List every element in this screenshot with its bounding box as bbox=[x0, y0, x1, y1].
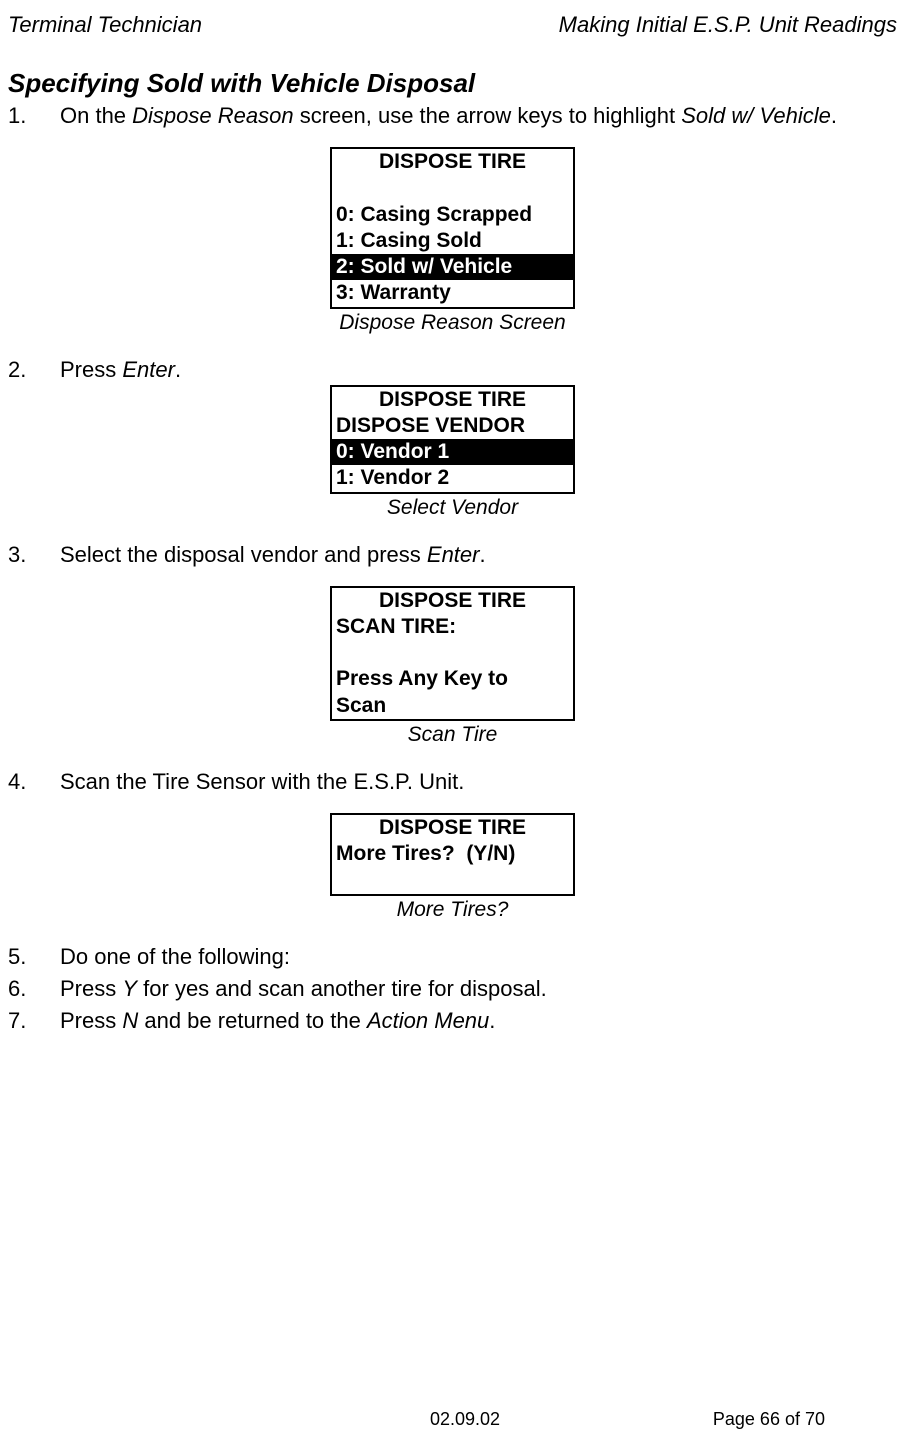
screen-4: DISPOSE TIRE More Tires? (Y/N) More Tire… bbox=[8, 813, 897, 922]
step-2: 2. Press Enter. bbox=[8, 357, 897, 383]
step-text: Select the disposal vendor and press Ent… bbox=[60, 542, 897, 568]
screen-caption: Dispose Reason Screen bbox=[339, 311, 565, 335]
step-7: 7. Press N and be returned to the Action… bbox=[8, 1008, 897, 1034]
screen-blank bbox=[332, 867, 573, 893]
screen-3: DISPOSE TIRE SCAN TIRE: Press Any Key to… bbox=[8, 586, 897, 747]
step-text: Do one of the following: bbox=[60, 944, 897, 970]
header-left: Terminal Technician bbox=[8, 12, 202, 38]
step-text: Press Enter. bbox=[60, 357, 897, 383]
header: Terminal Technician Making Initial E.S.P… bbox=[8, 12, 897, 38]
section-title: Specifying Sold with Vehicle Disposal bbox=[8, 68, 897, 99]
screen-opt-0: 0: Casing Scrapped bbox=[332, 202, 573, 228]
screen-line: SCAN TIRE: bbox=[332, 614, 573, 640]
step-5: 5. Do one of the following: bbox=[8, 944, 897, 970]
screen-2: DISPOSE TIRE DISPOSE VENDOR 0: Vendor 1 … bbox=[8, 385, 897, 520]
screen-box: DISPOSE TIRE DISPOSE VENDOR 0: Vendor 1 … bbox=[330, 385, 575, 494]
screen-title: DISPOSE TIRE bbox=[332, 387, 573, 413]
step-num: 5. bbox=[8, 944, 60, 970]
screen-caption: Scan Tire bbox=[408, 723, 498, 747]
screen-opt-3: 3: Warranty bbox=[332, 280, 573, 306]
step-num: 4. bbox=[8, 769, 60, 795]
screen-caption: Select Vendor bbox=[387, 496, 518, 520]
screen-line: Press Any Key to bbox=[332, 666, 573, 692]
screen-title: DISPOSE TIRE bbox=[332, 588, 573, 614]
screen-opt-0-selected: 0: Vendor 1 bbox=[332, 439, 573, 465]
screen-opt-1: 1: Vendor 2 bbox=[332, 465, 573, 491]
step-text: Press Y for yes and scan another tire fo… bbox=[60, 976, 897, 1002]
screen-box: DISPOSE TIRE More Tires? (Y/N) bbox=[330, 813, 575, 896]
footer: 02.09.02 Page 66 of 70 bbox=[0, 1409, 905, 1430]
step-num: 7. bbox=[8, 1008, 60, 1034]
screen-box: DISPOSE TIRE 0: Casing Scrapped 1: Casin… bbox=[330, 147, 575, 309]
header-right: Making Initial E.S.P. Unit Readings bbox=[559, 12, 897, 38]
step-num: 2. bbox=[8, 357, 60, 383]
screen-line: Scan bbox=[332, 693, 573, 719]
screen-subtitle: DISPOSE VENDOR bbox=[332, 413, 573, 439]
step-3: 3. Select the disposal vendor and press … bbox=[8, 542, 897, 568]
screen-title: DISPOSE TIRE bbox=[332, 149, 573, 175]
screen-title: DISPOSE TIRE bbox=[332, 815, 573, 841]
screen-blank bbox=[332, 640, 573, 666]
screen-opt-1: 1: Casing Sold bbox=[332, 228, 573, 254]
step-1: 1. On the Dispose Reason screen, use the… bbox=[8, 103, 897, 129]
step-num: 6. bbox=[8, 976, 60, 1002]
step-num: 3. bbox=[8, 542, 60, 568]
step-6: 6. Press Y for yes and scan another tire… bbox=[8, 976, 897, 1002]
screen-box: DISPOSE TIRE SCAN TIRE: Press Any Key to… bbox=[330, 586, 575, 721]
screen-caption: More Tires? bbox=[397, 898, 509, 922]
step-text: Press N and be returned to the Action Me… bbox=[60, 1008, 897, 1034]
screen-blank bbox=[332, 175, 573, 201]
footer-date: 02.09.02 bbox=[430, 1409, 500, 1430]
step-num: 1. bbox=[8, 103, 60, 129]
step-text: Scan the Tire Sensor with the E.S.P. Uni… bbox=[60, 769, 897, 795]
screen-1: DISPOSE TIRE 0: Casing Scrapped 1: Casin… bbox=[8, 147, 897, 335]
step-4: 4. Scan the Tire Sensor with the E.S.P. … bbox=[8, 769, 897, 795]
screen-opt-2-selected: 2: Sold w/ Vehicle bbox=[332, 254, 573, 280]
footer-page: Page 66 of 70 bbox=[713, 1409, 825, 1430]
screen-line: More Tires? (Y/N) bbox=[332, 841, 573, 867]
step-text: On the Dispose Reason screen, use the ar… bbox=[60, 103, 897, 129]
